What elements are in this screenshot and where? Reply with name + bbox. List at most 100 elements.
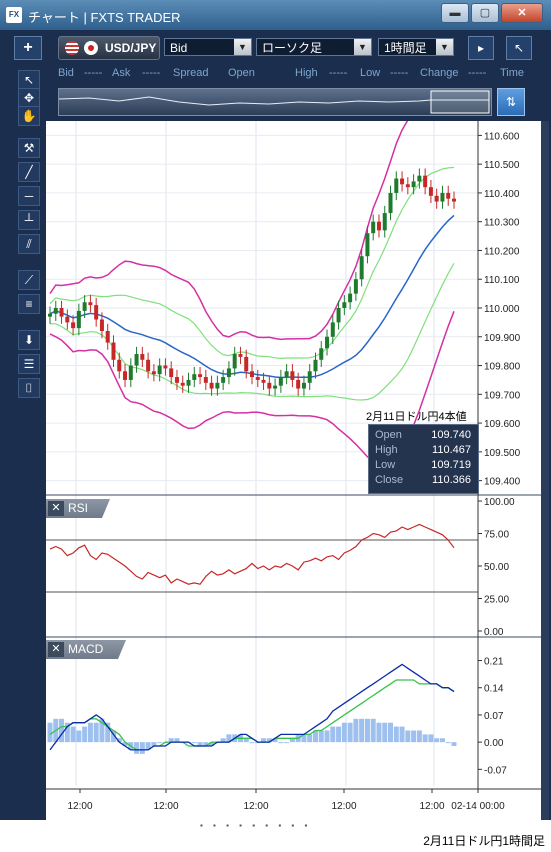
candle-body (348, 293, 353, 303)
candle-body (428, 187, 433, 196)
camera-icon[interactable]: ⌷ (18, 378, 40, 398)
panel-toggle-icon[interactable]: ▸ (468, 36, 494, 60)
macd-histogram-bar (284, 742, 290, 744)
channel-icon[interactable]: ⫽ (18, 234, 40, 254)
macd-histogram-bar (151, 742, 157, 747)
symbol-selector[interactable]: USD/JPY (58, 36, 160, 60)
maximize-button[interactable]: ▢ (471, 3, 499, 23)
ohlc-high-row: High 110.467 (375, 444, 471, 456)
candle-body (359, 256, 364, 280)
candle-body (319, 348, 324, 360)
cursor-icon[interactable]: ↖ (18, 70, 40, 90)
ohlc-open-label: Open (375, 429, 402, 441)
candle-body (440, 192, 445, 202)
candle-body (423, 175, 428, 188)
rsi-panel-label: ✕ RSI (46, 499, 110, 518)
rsi-line (49, 523, 455, 585)
macd-histogram-bar (70, 726, 76, 743)
close-button[interactable]: ✕ (501, 3, 543, 23)
candle-body (203, 377, 208, 383)
candle-body (76, 310, 81, 329)
price-tick-label: 110.500 (484, 160, 520, 171)
macd-histogram-bar (220, 738, 226, 743)
trendline-icon[interactable]: ╱ (18, 162, 40, 182)
candle-body (151, 371, 156, 375)
macd-chart (47, 663, 457, 754)
macd-histogram-bar (330, 726, 336, 743)
macd-histogram-bar (122, 742, 128, 747)
price-tick-label: 110.300 (484, 218, 520, 229)
open-label: Open (228, 67, 255, 79)
chart-navigator[interactable] (58, 88, 492, 116)
price-tick-label: 109.800 (484, 362, 521, 373)
candle-body (226, 368, 231, 378)
ohlc-title: 2月11日ドル円4本値 (366, 411, 467, 423)
x-tick-label: 12:00 (153, 801, 178, 812)
symbol-label: USD/JPY (105, 41, 157, 55)
hammer-icon[interactable]: ⚒ (18, 138, 40, 158)
candle-body (238, 354, 243, 357)
candle-body (169, 368, 174, 378)
candle-body (146, 359, 151, 372)
chart-caption: 2月11日ドル円1時間足 (423, 834, 545, 848)
vertical-scrollbar[interactable] (541, 121, 549, 820)
fibonacci-icon[interactable]: ≡ (18, 294, 40, 314)
price-type-select[interactable]: Bid ▼ (164, 38, 252, 56)
candle-body (105, 331, 110, 343)
horizontal-line-icon[interactable]: ─ (18, 186, 40, 206)
candle-body (94, 305, 99, 320)
navigator-scroll-button[interactable]: ⇅ (497, 88, 525, 116)
drawing-tools-sidebar: ↖ ✥ ✋ ⚒ ╱ ─ ┴ ⫽ ⟋ ≡ ⬇ ☰ ⌷ (14, 66, 42, 406)
candle-body (140, 354, 145, 360)
candle-body (221, 377, 226, 383)
restore-arrow-icon[interactable]: ↖ (506, 36, 532, 60)
macd-histogram-bar (203, 742, 209, 747)
list-icon[interactable]: ☰ (18, 354, 40, 374)
macd-histogram-bar (174, 738, 180, 743)
chart-type-value: ローソク足 (262, 41, 323, 55)
macd-signal-line (49, 679, 455, 751)
candle-body (394, 178, 399, 193)
vertical-line-icon[interactable]: ┴ (18, 210, 40, 230)
candle-body (330, 322, 335, 337)
macd-histogram-bar (451, 742, 457, 747)
macd-histogram-bar (445, 742, 451, 744)
macd-histogram-bar (76, 730, 82, 743)
rsi-tick-label: 25.00 (484, 595, 509, 606)
macd-histogram-bar (347, 722, 353, 743)
macd-histogram-bar (307, 734, 313, 743)
rsi-close-icon[interactable]: ✕ (48, 501, 64, 516)
candle-body (452, 198, 456, 202)
taskbar-fragment: ▪ ▪ ▪ ▪ ▪ ▪ ▪ ▪ ▪ (200, 821, 312, 830)
candle-body (250, 371, 254, 378)
chart-type-select[interactable]: ローソク足 ▼ (256, 38, 372, 56)
candle-body (376, 221, 381, 231)
bid-label: Bid (58, 67, 74, 79)
minimize-button[interactable]: ▬ (441, 3, 469, 23)
x-tick-label: 12:00 (67, 801, 92, 812)
hand-icon[interactable]: ✋ (18, 106, 40, 126)
add-chart-button[interactable]: + (14, 36, 42, 60)
download-icon[interactable]: ⬇ (18, 330, 40, 350)
low-label: Low (360, 67, 381, 79)
ohlc-close-label: Close (375, 474, 404, 486)
macd-close-icon[interactable]: ✕ (48, 642, 64, 657)
x-tick-label: 12:00 (331, 801, 356, 812)
crosshair-cursor-icon[interactable]: ✥ (18, 88, 40, 108)
rsi-chart (46, 523, 478, 593)
candle-body (261, 379, 266, 383)
macd-histogram-bar (364, 718, 370, 743)
macd-histogram-bar (47, 722, 53, 743)
us-flag-icon (65, 41, 79, 55)
rsi-tick-label: 100.00 (484, 497, 515, 508)
macd-histogram-bar (243, 738, 249, 743)
price-type-value: Bid (170, 41, 188, 55)
fan-icon[interactable]: ⟋ (18, 270, 40, 290)
timeframe-select[interactable]: 1時間足 ▼ (378, 38, 454, 56)
candle-body (192, 374, 197, 380)
candle-body (99, 319, 104, 332)
macd-histogram-bar (82, 726, 88, 743)
title-bar[interactable]: FX チャート | FXTS TRADER ▬ ▢ ✕ (0, 0, 551, 30)
timeframe-value: 1時間足 (384, 41, 427, 55)
macd-histogram-bar (301, 734, 307, 743)
